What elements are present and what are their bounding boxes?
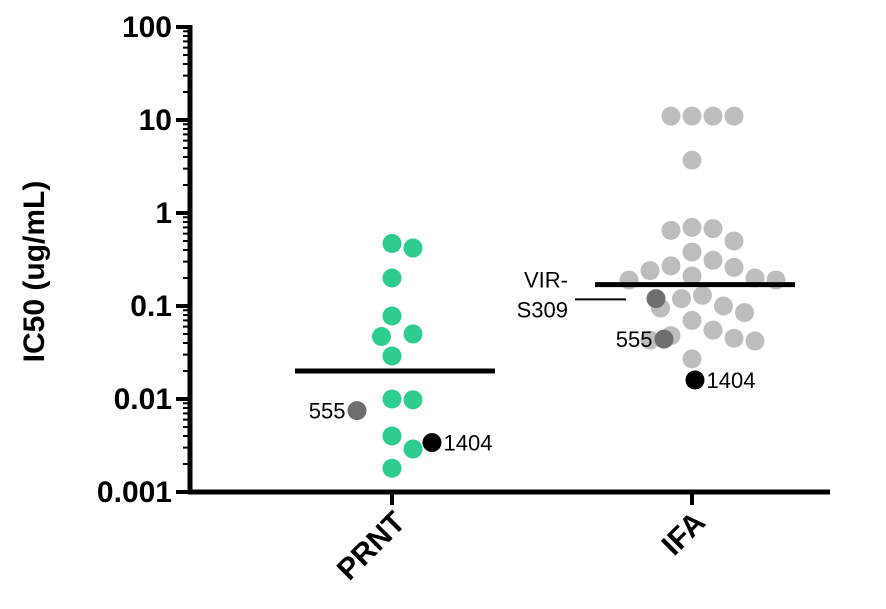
control-point-1404	[422, 433, 442, 453]
data-point	[382, 426, 402, 446]
annotations: 555 1404 555 1404 VIR- S309	[309, 267, 756, 455]
data-point	[382, 268, 402, 288]
data-point	[724, 106, 744, 126]
data-point	[703, 106, 723, 126]
data-point	[745, 331, 765, 351]
data-point	[735, 303, 754, 323]
data-point	[682, 106, 702, 126]
data-point	[382, 306, 402, 326]
data-point	[682, 310, 702, 330]
control-label-1404: 1404	[707, 368, 756, 393]
median-lines	[295, 282, 795, 374]
control-point-555	[654, 329, 674, 349]
control-label-555: 555	[616, 327, 653, 352]
data-point	[661, 220, 681, 240]
x-category-label: PRNT	[331, 506, 412, 587]
data-point	[703, 320, 723, 340]
x-category-label: IFA	[656, 506, 712, 562]
data-point	[403, 238, 423, 258]
control-point-1404	[685, 370, 705, 390]
data-point	[693, 285, 712, 305]
data-point	[682, 349, 702, 369]
data-point	[724, 257, 744, 277]
data-point	[703, 219, 723, 239]
y-tick-label: 0.01	[114, 383, 172, 416]
reference-label: S309	[517, 297, 568, 322]
y-axis-title: IC50 (ug/mL)	[18, 181, 51, 363]
data-point	[724, 328, 744, 348]
reference-point	[646, 289, 666, 309]
data-point	[672, 289, 691, 309]
data-point	[403, 390, 423, 410]
y-tick-label: 0.1	[130, 290, 172, 323]
data-points	[372, 106, 786, 478]
y-tick-label: 0.001	[97, 476, 172, 509]
data-point	[372, 326, 391, 346]
reference-label: VIR-	[524, 267, 568, 292]
control-label-555: 555	[309, 399, 346, 424]
data-point	[682, 217, 702, 237]
data-point	[382, 458, 402, 478]
y-tick-label: 1	[155, 197, 172, 230]
data-point	[403, 324, 423, 344]
data-point	[661, 256, 681, 276]
y-tick-label: 10	[139, 104, 172, 137]
data-point	[682, 150, 702, 170]
data-point	[703, 250, 723, 270]
data-point	[682, 242, 702, 262]
data-point	[661, 106, 681, 126]
control-label-1404: 1404	[444, 431, 493, 456]
data-point	[640, 330, 660, 350]
control-point-555	[347, 401, 367, 421]
data-point	[382, 389, 402, 409]
data-point	[682, 266, 702, 286]
data-point	[382, 346, 402, 366]
data-point	[382, 233, 402, 253]
data-point	[724, 231, 744, 251]
data-point	[640, 261, 660, 281]
data-point	[403, 439, 423, 459]
data-point	[714, 296, 733, 316]
y-tick-label: 100	[122, 11, 172, 44]
